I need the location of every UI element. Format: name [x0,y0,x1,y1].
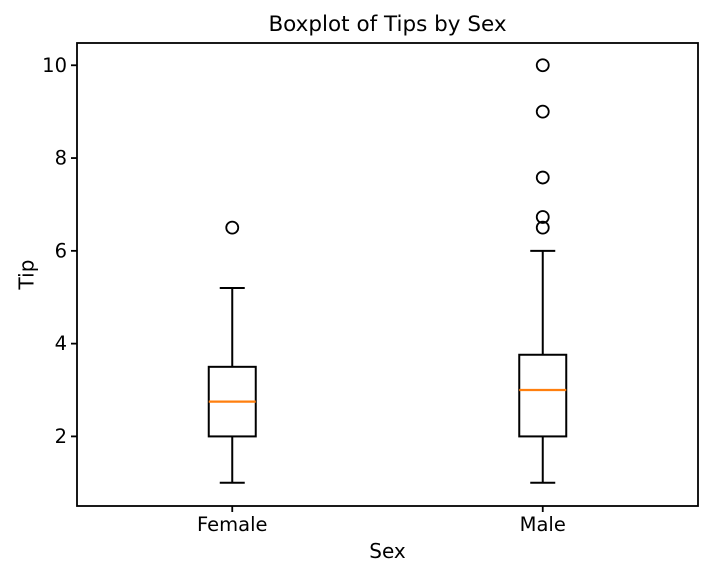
axes-frame [76,42,699,507]
x-tick-label: Female [197,513,268,536]
outlier-marker [535,104,550,119]
outlier-marker [535,170,550,185]
x-axis-label: Sex [369,539,406,563]
outlier-marker [535,210,550,224]
y-tick-label: 2 [55,425,67,448]
x-tick-label: Male [520,513,566,536]
y-tick-label: 10 [42,54,67,77]
box-male [518,353,568,438]
outlier-marker [225,220,240,235]
y-tick-label: 8 [55,147,67,170]
y-tick-label: 4 [55,332,67,355]
y-axis-label: Tip [14,259,39,290]
chart-title: Boxplot of Tips by Sex [268,12,507,37]
outlier-marker [535,58,550,73]
y-tick-label: 6 [55,239,67,262]
outlier-marker [535,220,550,235]
